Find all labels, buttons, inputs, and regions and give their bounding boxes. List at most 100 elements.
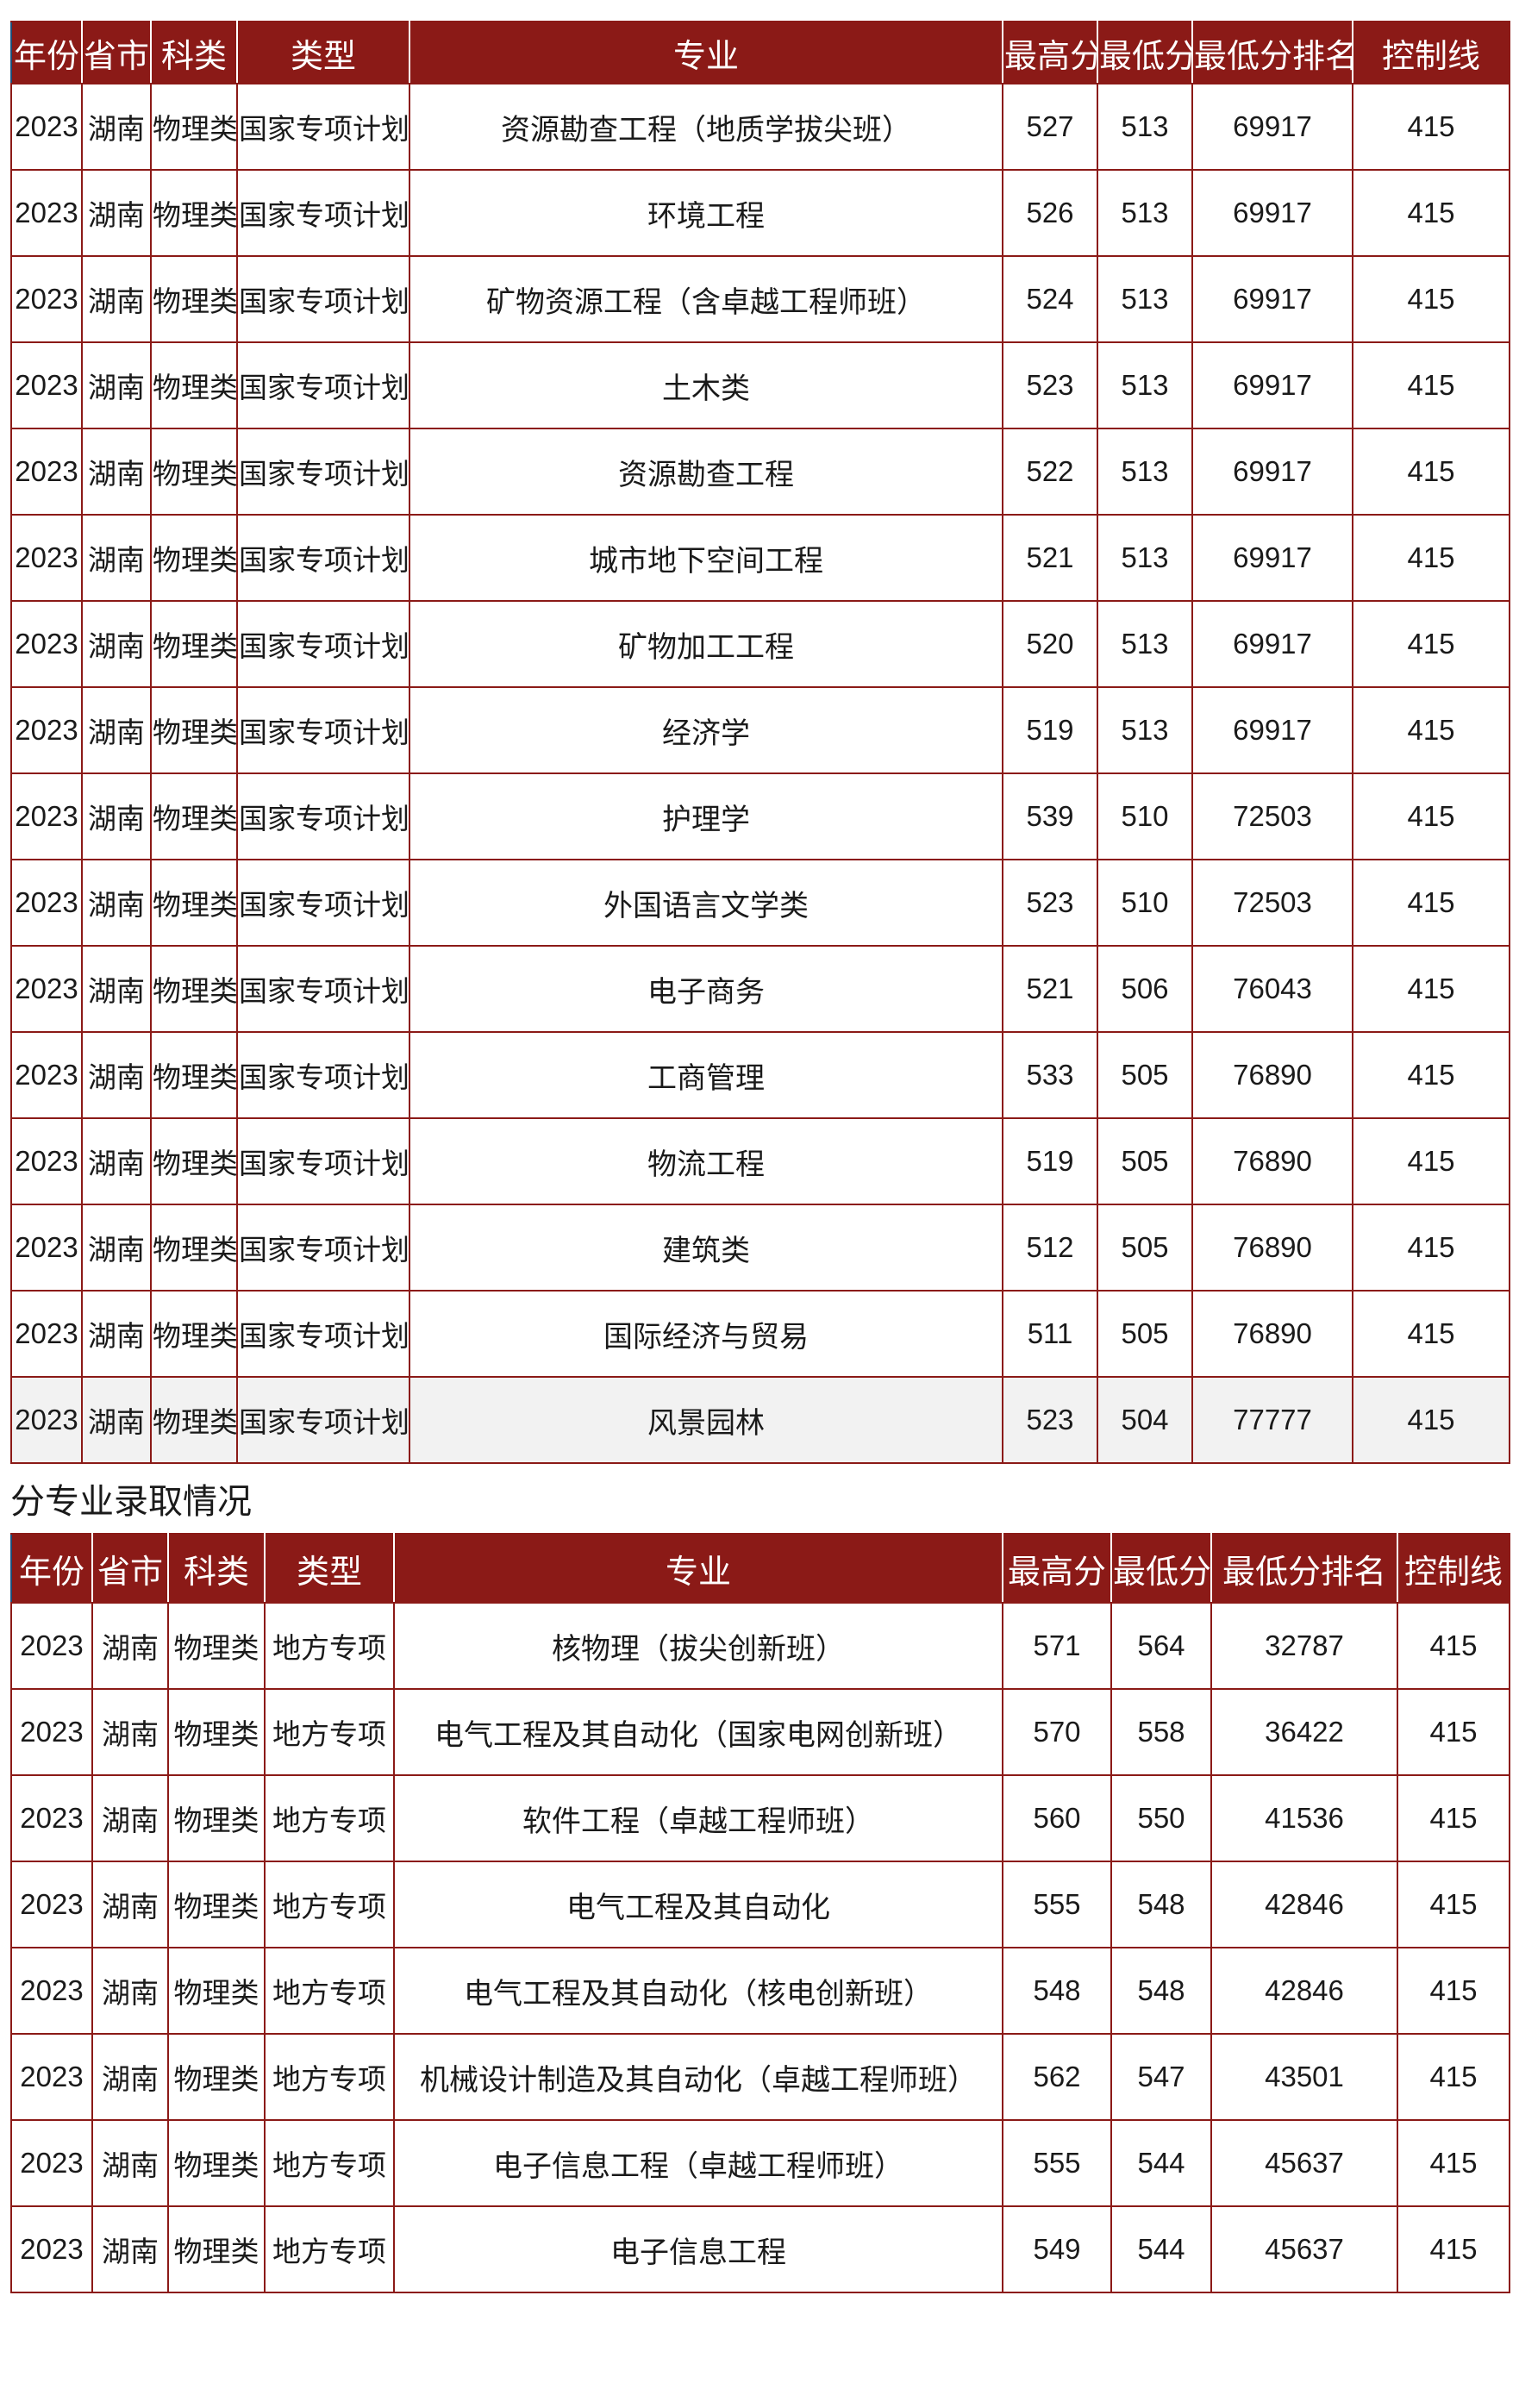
cell-year: 2023 — [10, 428, 83, 516]
cell-major: 电子商务 — [409, 945, 1003, 1033]
cell-province: 湖南 — [91, 1774, 169, 1862]
cell-min_score: 513 — [1097, 83, 1193, 171]
cell-subject: 物理类 — [167, 1774, 266, 1862]
cell-control: 415 — [1397, 1688, 1510, 1776]
cell-year: 2023 — [10, 341, 83, 429]
cell-year: 2023 — [10, 945, 83, 1033]
cell-province: 湖南 — [81, 1117, 152, 1205]
cell-province: 湖南 — [91, 2205, 169, 2293]
cell-province: 湖南 — [81, 1031, 152, 1119]
cell-major: 建筑类 — [409, 1204, 1003, 1292]
cell-year: 2023 — [10, 169, 83, 257]
cell-type: 地方专项 — [264, 1947, 395, 2035]
cell-type: 国家专项计划 — [236, 600, 410, 688]
column-header-control: 控制线 — [1352, 21, 1510, 84]
column-header-type: 类型 — [264, 1533, 395, 1604]
cell-subject: 物理类 — [150, 514, 238, 602]
cell-province: 湖南 — [91, 2119, 169, 2207]
table-row: 2023 湖南 物理类 国家专项计划 工商管理 533 505 76890 415 — [10, 1031, 1510, 1119]
cell-min_score: 506 — [1097, 945, 1193, 1033]
column-header-province: 省市 — [91, 1533, 169, 1604]
cell-min_rank: 43501 — [1210, 2033, 1398, 2121]
cell-year: 2023 — [10, 859, 83, 947]
cell-major: 矿物加工工程 — [409, 600, 1003, 688]
cell-control: 415 — [1352, 1204, 1510, 1292]
cell-subject: 物理类 — [150, 1117, 238, 1205]
cell-control: 415 — [1352, 1031, 1510, 1119]
cell-max_score: 512 — [1002, 1204, 1098, 1292]
cell-subject: 物理类 — [167, 2205, 266, 2293]
cell-min_score: 558 — [1110, 1688, 1212, 1776]
cell-type: 国家专项计划 — [236, 514, 410, 602]
table-body: 2023 湖南 物理类 地方专项 核物理（拔尖创新班） 571 564 32787 415 202… — [10, 1602, 1510, 2293]
cell-control: 415 — [1352, 428, 1510, 516]
cell-province: 湖南 — [81, 686, 152, 774]
page-title: 分专业录取情况 — [10, 1483, 252, 1521]
column-header-subject: 科类 — [167, 1533, 266, 1604]
cell-max_score: 523 — [1002, 859, 1098, 947]
cell-type: 国家专项计划 — [236, 341, 410, 429]
cell-type: 国家专项计划 — [236, 83, 410, 171]
cell-min_rank: 72503 — [1191, 859, 1353, 947]
column-header-type: 类型 — [236, 21, 410, 84]
cell-year: 2023 — [10, 1204, 83, 1292]
cell-type: 国家专项计划 — [236, 1290, 410, 1378]
cell-year: 2023 — [10, 2119, 93, 2207]
cell-min_score: 505 — [1097, 1204, 1193, 1292]
cell-min_score: 505 — [1097, 1290, 1193, 1378]
cell-max_score: 521 — [1002, 514, 1098, 602]
column-header-min_rank: 最低分排名 — [1210, 1533, 1398, 1604]
table-row: 2023 湖南 物理类 国家专项计划 国际经济与贸易 511 505 76890 415 — [10, 1290, 1510, 1378]
cell-min_rank: 69917 — [1191, 341, 1353, 429]
cell-min_rank: 69917 — [1191, 514, 1353, 602]
cell-max_score: 527 — [1002, 83, 1098, 171]
table-row: 2023 湖南 物理类 国家专项计划 资源勘查工程（地质学拔尖班） 527 513 69917… — [10, 83, 1510, 171]
cell-major: 机械设计制造及其自动化（卓越工程师班） — [393, 2033, 1003, 2121]
cell-major: 核物理（拔尖创新班） — [393, 1602, 1003, 1690]
cell-major: 电气工程及其自动化（核电创新班） — [393, 1947, 1003, 2035]
cell-min_score: 550 — [1110, 1774, 1212, 1862]
table-body: 2023 湖南 物理类 国家专项计划 资源勘查工程（地质学拔尖班） 527 513 69917… — [10, 83, 1510, 1464]
table-row: 2023 湖南 物理类 地方专项 电气工程及其自动化（核电创新班） 548 548 42846… — [10, 1947, 1510, 2035]
cell-min_rank: 76890 — [1191, 1204, 1353, 1292]
cell-control: 415 — [1352, 1290, 1510, 1378]
table-row: 2023 湖南 物理类 国家专项计划 矿物资源工程（含卓越工程师班） 524 513 6991… — [10, 255, 1510, 343]
header-row: 年份 省市 科类 类型 专业 最高分 最低分 最低分排名 控制线 — [10, 21, 1510, 84]
cell-major: 资源勘查工程 — [409, 428, 1003, 516]
cell-min_rank: 69917 — [1191, 255, 1353, 343]
cell-control: 415 — [1352, 1376, 1510, 1464]
cell-control: 415 — [1397, 1774, 1510, 1862]
cell-subject: 物理类 — [150, 1204, 238, 1292]
cell-min_score: 504 — [1097, 1376, 1193, 1464]
cell-min_score: 513 — [1097, 255, 1193, 343]
cell-province: 湖南 — [81, 772, 152, 860]
cell-max_score: 524 — [1002, 255, 1098, 343]
cell-min_rank: 41536 — [1210, 1774, 1398, 1862]
cell-max_score: 533 — [1002, 1031, 1098, 1119]
cell-type: 国家专项计划 — [236, 428, 410, 516]
table-row: 2023 湖南 物理类 国家专项计划 风景园林 523 504 77777 415 — [10, 1376, 1510, 1464]
cell-major: 电子信息工程 — [393, 2205, 1003, 2293]
column-header-subject: 科类 — [150, 21, 238, 84]
table-header: 年份 省市 科类 类型 专业 最高分 最低分 最低分排名 控制线 — [10, 21, 1510, 84]
cell-year: 2023 — [10, 686, 83, 774]
cell-major: 城市地下空间工程 — [409, 514, 1003, 602]
cell-min_score: 548 — [1110, 1861, 1212, 1948]
cell-subject: 物理类 — [167, 2033, 266, 2121]
cell-major: 国际经济与贸易 — [409, 1290, 1003, 1378]
cell-major: 经济学 — [409, 686, 1003, 774]
cell-type: 地方专项 — [264, 1774, 395, 1862]
cell-major: 物流工程 — [409, 1117, 1003, 1205]
cell-min_rank: 69917 — [1191, 169, 1353, 257]
cell-type: 地方专项 — [264, 2205, 395, 2293]
cell-year: 2023 — [10, 1774, 93, 1862]
column-header-min_rank: 最低分排名 — [1191, 21, 1353, 84]
cell-min_score: 564 — [1110, 1602, 1212, 1690]
cell-year: 2023 — [10, 514, 83, 602]
cell-control: 415 — [1352, 169, 1510, 257]
cell-min_score: 505 — [1097, 1031, 1193, 1119]
cell-type: 国家专项计划 — [236, 255, 410, 343]
cell-min_score: 547 — [1110, 2033, 1212, 2121]
cell-type: 国家专项计划 — [236, 169, 410, 257]
cell-year: 2023 — [10, 772, 83, 860]
